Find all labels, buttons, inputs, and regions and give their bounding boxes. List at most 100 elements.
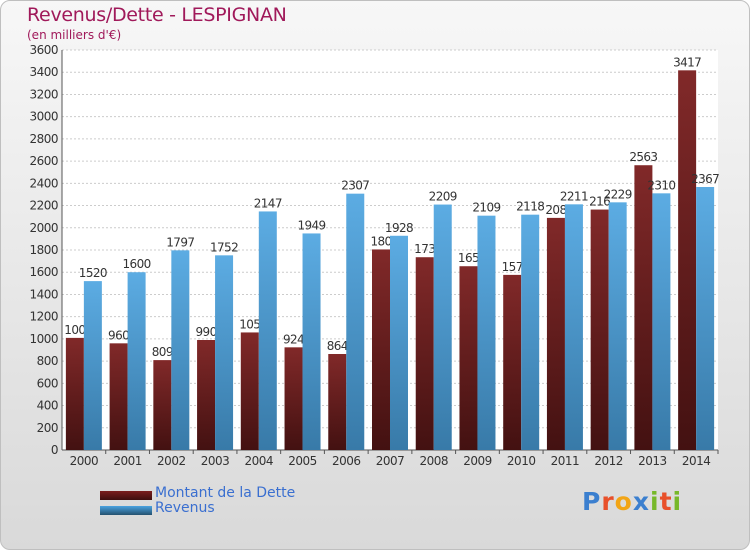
y-tick-label: 3400 xyxy=(29,65,58,79)
y-tick-label: 600 xyxy=(37,376,58,390)
bar-dette xyxy=(503,274,522,450)
x-tick-label: 2014 xyxy=(682,454,711,468)
data-label: 2209 xyxy=(429,190,457,204)
bar-revenus xyxy=(215,255,234,450)
data-label: 100 xyxy=(64,323,85,337)
y-tick-label: 2600 xyxy=(29,154,58,168)
data-label: 173 xyxy=(414,242,435,256)
x-tick-label: 2003 xyxy=(201,454,230,468)
y-tick-label: 3200 xyxy=(29,87,58,101)
bar-revenus xyxy=(171,250,190,450)
y-tick-label: 1600 xyxy=(29,265,58,279)
data-label: 208 xyxy=(545,203,566,217)
bar-dette xyxy=(328,354,347,450)
data-label: 924 xyxy=(283,332,304,346)
logo-letter: o xyxy=(614,487,633,516)
data-label: 165 xyxy=(458,251,479,265)
data-label: 2147 xyxy=(254,196,282,210)
y-tick-label: 1400 xyxy=(29,287,58,301)
bar-dette xyxy=(372,249,390,450)
x-tick-label: 2001 xyxy=(113,454,142,468)
bar-revenus xyxy=(302,233,321,450)
data-label: 809 xyxy=(152,345,173,359)
data-label: 2118 xyxy=(516,200,544,214)
x-tick-label: 2002 xyxy=(157,454,186,468)
data-label: 1949 xyxy=(297,218,325,232)
y-tick-label: 1000 xyxy=(29,332,58,346)
data-label: 990 xyxy=(196,325,217,339)
bar-dette xyxy=(415,257,434,450)
bar-dette xyxy=(459,266,478,450)
y-tick-label: 2000 xyxy=(29,221,58,235)
logo-letter: x xyxy=(632,487,650,516)
y-tick-label: 800 xyxy=(37,354,58,368)
bar-dette xyxy=(153,360,172,450)
x-tick-label: 2013 xyxy=(638,454,667,468)
bar-dette xyxy=(197,340,216,450)
logo-letter: r xyxy=(601,487,615,516)
data-label: 216 xyxy=(589,195,610,209)
bar-revenus xyxy=(696,187,715,450)
y-tick-label: 2200 xyxy=(29,199,58,213)
y-tick-label: 400 xyxy=(37,399,58,413)
x-tick-label: 2000 xyxy=(70,454,99,468)
x-tick-label: 2010 xyxy=(507,454,536,468)
bar-dette xyxy=(634,165,653,450)
bar-dette xyxy=(240,332,259,450)
data-label: 1928 xyxy=(385,221,413,235)
x-tick-label: 2007 xyxy=(376,454,405,468)
y-tick-label: 2400 xyxy=(29,176,58,190)
bar-revenus xyxy=(258,211,277,450)
x-tick-label: 2004 xyxy=(245,454,274,468)
bar-revenus xyxy=(521,214,540,450)
bar-revenus xyxy=(83,281,102,450)
proxiti-logo: Proxiti xyxy=(582,487,682,516)
data-label: 180 xyxy=(370,234,391,248)
x-tick-label: 2012 xyxy=(594,454,623,468)
data-label: 3417 xyxy=(673,55,701,69)
x-tick-label: 2008 xyxy=(419,454,448,468)
y-tick-label: 200 xyxy=(37,421,58,435)
logo-letter: P xyxy=(582,487,602,516)
legend-label-dette: Montant de la Dette xyxy=(155,485,296,501)
y-tick-label: 3600 xyxy=(29,43,58,57)
x-tick-label: 2005 xyxy=(288,454,317,468)
data-label: 2229 xyxy=(604,187,632,201)
legend-label-revenus: Revenus xyxy=(155,500,215,516)
logo-letter: i xyxy=(650,487,660,516)
bar-revenus xyxy=(608,202,627,450)
logo-letter: t xyxy=(659,487,673,516)
y-tick-label: 2800 xyxy=(29,132,58,146)
legend-swatch-revenus xyxy=(100,506,152,515)
bar-dette xyxy=(284,347,303,450)
data-label: 864 xyxy=(327,339,348,353)
bar-dette xyxy=(546,217,565,450)
data-label: 2367 xyxy=(691,172,719,186)
legend-swatch-dette xyxy=(100,491,152,500)
x-tick-label: 2011 xyxy=(551,454,580,468)
bar-revenus xyxy=(433,204,452,450)
bar-dette xyxy=(590,209,609,450)
x-tick-label: 2009 xyxy=(463,454,492,468)
data-label: 2109 xyxy=(472,201,500,215)
bar-dette xyxy=(109,343,128,450)
data-label: 2307 xyxy=(341,179,369,193)
bar-revenus xyxy=(477,215,496,450)
bar-revenus xyxy=(652,193,671,451)
x-tick-label: 2006 xyxy=(332,454,361,468)
data-label: 105 xyxy=(239,317,260,331)
y-tick-label: 3000 xyxy=(29,110,58,124)
data-label: 2211 xyxy=(560,189,588,203)
bar-revenus xyxy=(127,272,146,450)
bar-revenus xyxy=(390,235,408,450)
data-label: 1520 xyxy=(79,266,107,280)
bar-dette xyxy=(678,70,697,450)
logo-letter: i xyxy=(672,487,683,516)
data-label: 960 xyxy=(108,328,129,342)
data-label: 1797 xyxy=(166,235,194,249)
data-label: 2310 xyxy=(647,178,675,192)
bar-revenus xyxy=(346,193,365,450)
y-tick-label: 0 xyxy=(51,443,58,457)
data-label: 1752 xyxy=(210,240,238,254)
